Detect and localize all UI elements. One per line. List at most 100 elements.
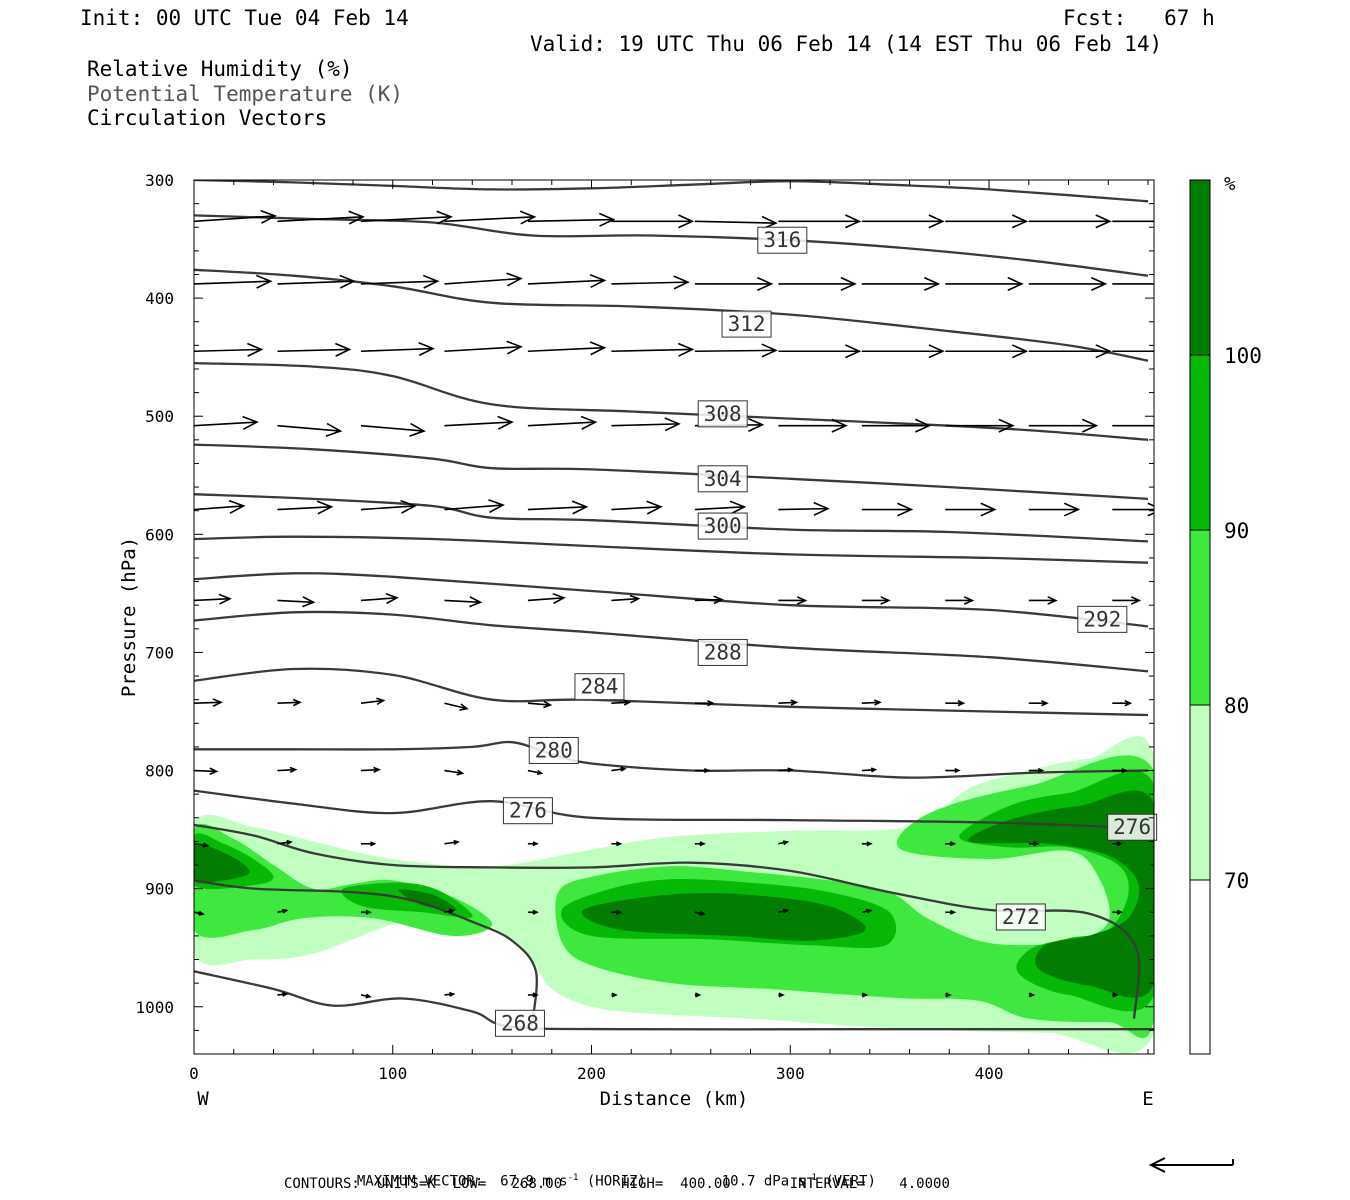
circulation-vector-10-7 <box>861 992 869 998</box>
circulation-vector-1-2 <box>360 274 440 289</box>
circulation-vector-0-5 <box>611 214 695 229</box>
circulation-vector-9-3 <box>444 908 456 914</box>
circulation-vector-9-1 <box>277 908 289 914</box>
y-tick-label-1000: 1000 <box>135 998 174 1017</box>
circulation-vector-10-2 <box>444 991 456 997</box>
circulation-vector-0-9 <box>945 214 1029 229</box>
svg-text:308: 308 <box>704 402 742 426</box>
circulation-vector-8-9 <box>945 841 957 847</box>
colorbar-label-70: 70 <box>1224 869 1249 893</box>
max-vector-label: MAXIMUM VECTOR: <box>356 1173 484 1190</box>
circulation-vector-0-2 <box>360 210 453 225</box>
circulation-vector-8-1 <box>277 839 293 846</box>
circulation-vector-3-3 <box>444 415 514 430</box>
circulation-vector-5-2 <box>360 592 399 605</box>
colorbar-swatch-3 <box>1190 355 1210 530</box>
circulation-vector-10-5 <box>694 992 702 998</box>
theta-contour-276-11 <box>194 789 1149 830</box>
x-axis-title: Distance (km) <box>600 1088 749 1110</box>
circulation-vector-6-2 <box>360 697 386 706</box>
circulation-vector-9-9 <box>945 909 957 915</box>
circulation-vector-6-10 <box>1028 700 1049 707</box>
circulation-vector-2-4 <box>527 341 607 356</box>
circulation-vector-4-3 <box>444 499 505 514</box>
west-label: W <box>197 1088 209 1110</box>
circulation-vector-7-8 <box>861 767 878 773</box>
circulation-vector-1-0 <box>194 274 273 289</box>
circulation-vector-7-6 <box>694 767 711 774</box>
colorbar: 70 80 90 100% <box>1189 173 1262 1055</box>
circulation-vector-3-4 <box>527 415 598 430</box>
circulation-vector-2-0 <box>194 342 264 357</box>
rh-region-100-10 <box>968 790 1154 998</box>
vector-layer <box>194 209 1154 999</box>
humidity-fill-layer <box>194 736 1154 1054</box>
circulation-vector-2-3 <box>444 340 523 355</box>
colorbar-label-80: 80 <box>1224 694 1249 718</box>
contour-label-276-12: 276 <box>1107 813 1158 841</box>
circulation-vector-8-6 <box>694 841 706 847</box>
circulation-vector-9-5 <box>611 909 623 915</box>
circulation-vector-0-7 <box>778 214 862 229</box>
circulation-vector-1-7 <box>778 276 857 291</box>
circulation-vector-2-9 <box>945 344 1029 359</box>
circulation-vector-6-4 <box>527 700 553 709</box>
circulation-vector-3-8 <box>861 418 932 433</box>
contour-label-300-5: 300 <box>697 512 748 540</box>
colorbar-swatch-2 <box>1190 530 1210 705</box>
theta-contour-304-4 <box>194 443 1149 501</box>
circulation-vector-6-3 <box>444 702 469 711</box>
circulation-vector-7-3 <box>444 769 465 776</box>
reference-vector-arrow <box>1148 1157 1234 1173</box>
max-vector-horiz-value: 67.9 m s <box>500 1173 568 1190</box>
circulation-vector-6-11 <box>1112 700 1133 707</box>
contour-label-268-15: 268 <box>494 1009 545 1037</box>
circulation-vector-0-0 <box>194 209 277 224</box>
y-tick-label-500: 500 <box>145 407 174 426</box>
horiz-exponent: -1 <box>567 1173 579 1183</box>
colorbar-label-100: 100 <box>1224 344 1262 368</box>
theta-contour-280-10 <box>194 740 1149 779</box>
svg-text:276: 276 <box>1113 815 1151 839</box>
circulation-vector-4-5 <box>611 500 663 515</box>
contour-info-line: CONTOURS: UNITS=K LOW= 268.00 HIGH= 400.… <box>284 1176 950 1192</box>
svg-text:300: 300 <box>704 514 742 538</box>
circulation-vector-1-1 <box>277 274 356 289</box>
circulation-vector-8-4 <box>527 841 539 847</box>
svg-text:316: 316 <box>763 228 801 252</box>
contour-label-308-3: 308 <box>697 400 748 428</box>
contour-label-316-0: 316 <box>757 226 808 254</box>
svg-text:304: 304 <box>704 467 742 491</box>
circulation-vector-7-11 <box>1112 767 1128 774</box>
circulation-vector-10-4 <box>611 992 618 998</box>
cross-section-chart: 316312308304300292288284280276276272268 … <box>118 171 1262 1110</box>
circulation-vector-5-10 <box>1028 596 1058 605</box>
legend-relative-humidity: Relative Humidity (%) <box>87 57 353 81</box>
circulation-vector-4-8 <box>861 502 914 517</box>
circulation-vector-5-4 <box>527 592 566 605</box>
theta-contour-unlabeled-14 <box>194 879 538 1026</box>
circulation-vector-2-8 <box>861 344 945 359</box>
colorbar-swatch-0 <box>1190 880 1210 1054</box>
max-vector-vert-value: 10.7 dPa s <box>721 1173 807 1190</box>
svg-text:292: 292 <box>1083 607 1121 631</box>
circulation-vector-3-10 <box>1028 418 1099 433</box>
circulation-vector-3-7 <box>778 418 848 433</box>
circulation-vector-7-1 <box>277 766 298 774</box>
contour-label-292-6: 292 <box>1077 605 1128 633</box>
circulation-vector-0-4 <box>527 212 616 227</box>
circulation-vector-2-11 <box>1112 350 1154 353</box>
contour-label-272-13: 272 <box>995 903 1046 931</box>
circulation-vector-10-10 <box>1112 992 1119 998</box>
circulation-vector-4-9 <box>945 502 997 517</box>
circulation-vector-1-8 <box>861 276 941 291</box>
circulation-vector-3-11 <box>1112 424 1154 427</box>
theta-contour-292-6 <box>194 535 1149 564</box>
circulation-vector-2-1 <box>277 342 352 357</box>
legend-potential-temperature: Potential Temperature (K) <box>87 82 404 106</box>
circulation-vector-1-3 <box>444 272 523 287</box>
circulation-vector-8-3 <box>444 839 460 846</box>
circulation-vector-8-5 <box>611 841 623 847</box>
y-tick-label-300: 300 <box>145 171 174 190</box>
circulation-vector-10-8 <box>945 992 952 998</box>
